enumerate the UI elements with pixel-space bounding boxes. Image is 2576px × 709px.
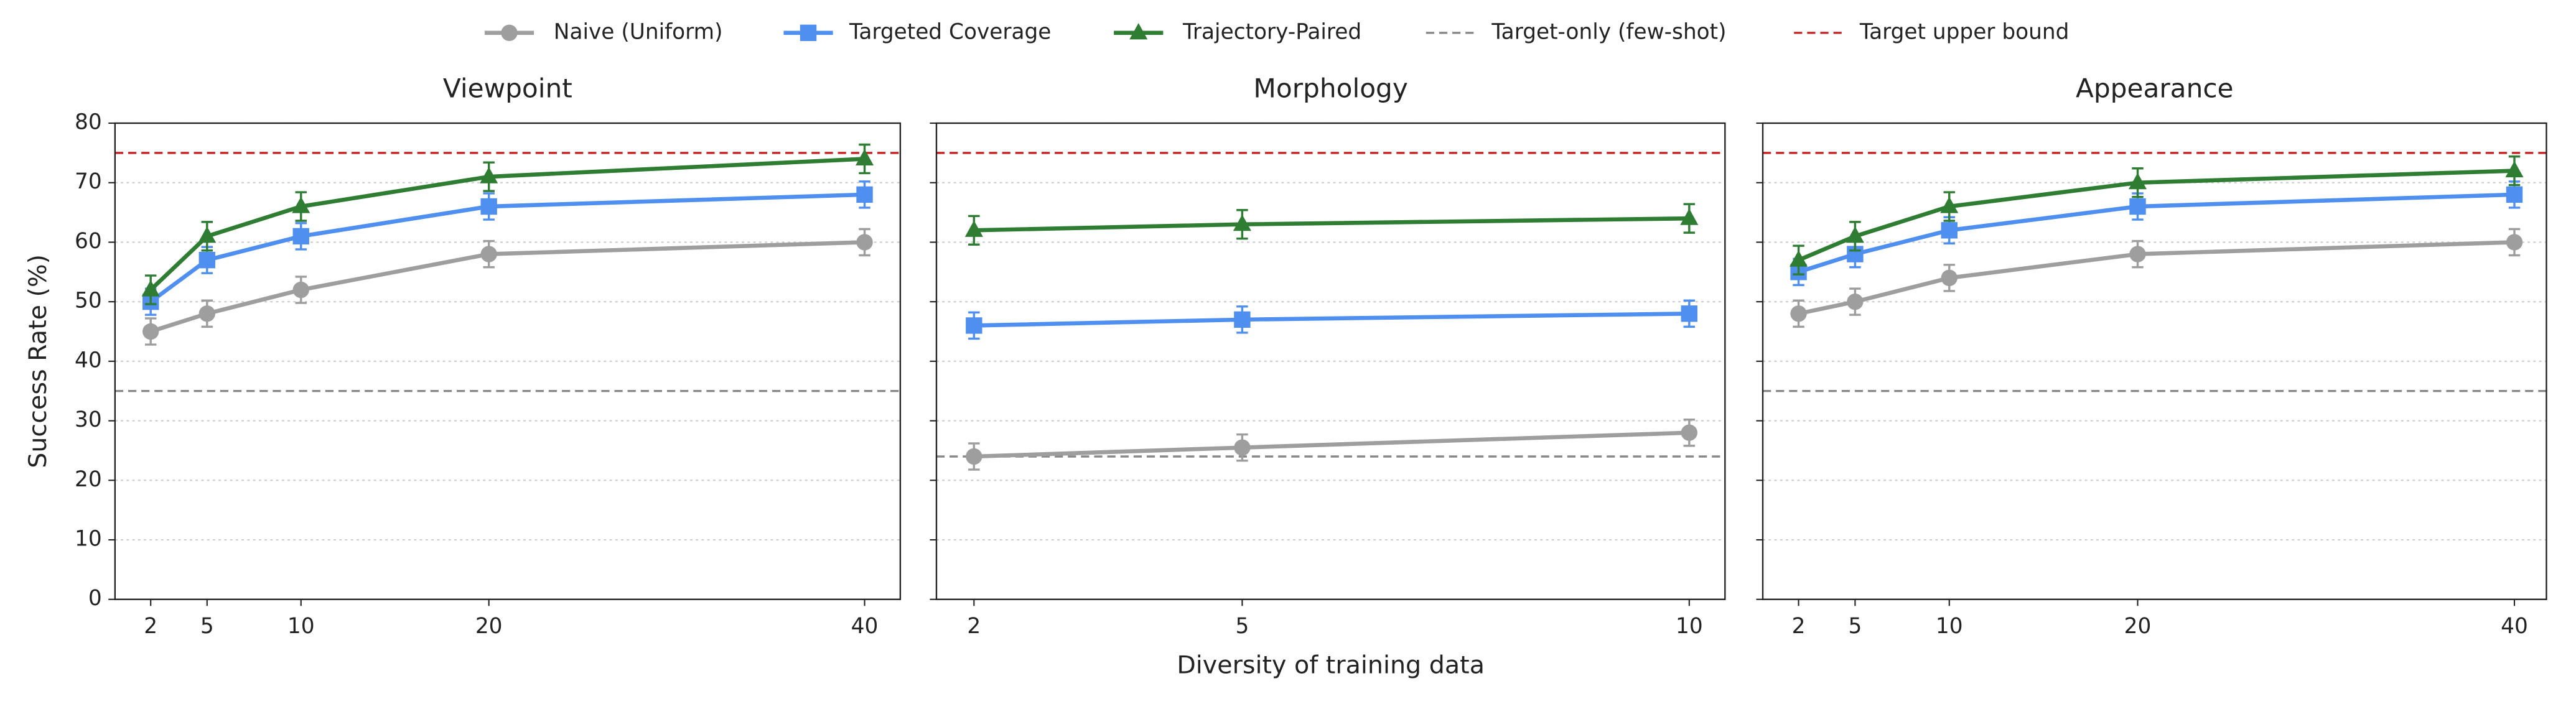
y-tick-label: 20 [75, 467, 102, 492]
marker [1941, 222, 1958, 239]
x-tick-label: 10 [1676, 614, 1703, 639]
marker [141, 280, 160, 297]
plot-frame [114, 122, 902, 600]
marker [2506, 186, 2523, 203]
y-tick-label: 0 [88, 586, 102, 611]
marker [480, 167, 498, 183]
marker [480, 198, 497, 215]
marker [142, 323, 159, 340]
marker [198, 305, 215, 322]
marker [1790, 305, 1807, 322]
legend-label: Target-only (few-shot) [1491, 19, 1726, 44]
marker [198, 226, 217, 243]
y-axis-label: Success Rate (%) [24, 254, 52, 468]
marker [501, 24, 518, 42]
marker [1681, 305, 1698, 322]
marker [856, 149, 874, 166]
marker [1681, 424, 1698, 441]
marker [1790, 250, 1808, 267]
marker [292, 228, 309, 245]
y-tick-label: 50 [75, 289, 102, 313]
marker [1847, 293, 1864, 310]
marker [292, 197, 310, 213]
marker [480, 246, 497, 262]
x-tick-label: 10 [287, 614, 315, 639]
marker [2505, 160, 2524, 178]
x-tick-label: 2 [1792, 614, 1806, 639]
marker [1846, 226, 1864, 243]
marker [292, 281, 309, 299]
marker [1940, 197, 1959, 213]
y-tick-label: 40 [75, 348, 102, 373]
legend-label: Target upper bound [1859, 19, 2070, 44]
marker [856, 186, 873, 203]
marker [1941, 269, 1958, 287]
x-tick-label: 10 [1936, 614, 1963, 639]
marker [1233, 214, 1251, 231]
marker [2129, 198, 2146, 215]
marker [1234, 439, 1251, 456]
marker [1129, 22, 1148, 40]
series-line [974, 430, 1689, 459]
x-tick-label: 40 [2501, 614, 2528, 639]
subplot-title: Viewpoint [443, 73, 572, 104]
marker [198, 251, 215, 269]
series-line [149, 157, 865, 292]
marker [2128, 172, 2147, 190]
marker [1234, 311, 1251, 328]
marker [966, 448, 982, 465]
series-line [150, 240, 865, 334]
x-tick-label: 2 [144, 614, 157, 639]
series-line [1798, 240, 2515, 316]
subplot-title: Appearance [2076, 73, 2234, 104]
marker [964, 220, 983, 237]
marker [800, 24, 817, 42]
series-line [149, 192, 865, 304]
marker [966, 317, 982, 334]
plot-frame [1762, 122, 2547, 600]
y-tick-label: 80 [75, 110, 102, 135]
series-line [974, 311, 1689, 328]
y-tick-label: 60 [75, 229, 102, 254]
marker [2506, 234, 2523, 251]
series-line [974, 216, 1689, 233]
marker [856, 234, 873, 251]
legend-label: Trajectory-Paired [1182, 19, 1361, 44]
x-tick-label: 20 [2124, 614, 2152, 639]
legend-label: Naive (Uniform) [554, 19, 723, 44]
legend-label: Targeted Coverage [849, 19, 1051, 44]
x-tick-label: 40 [851, 614, 879, 639]
y-tick-label: 10 [75, 526, 102, 551]
y-tick-label: 70 [75, 169, 102, 194]
x-tick-label: 20 [475, 614, 503, 639]
y-tick-label: 30 [75, 407, 102, 432]
x-tick-label: 5 [1848, 614, 1862, 639]
marker [1680, 208, 1699, 225]
x-tick-label: 2 [967, 614, 981, 639]
x-tick-label: 5 [1235, 614, 1249, 639]
x-axis-label: Diversity of training data [1177, 651, 1485, 679]
marker [2129, 246, 2146, 262]
x-tick-label: 5 [200, 614, 214, 639]
plot-frame [935, 122, 1726, 600]
series-line [1798, 192, 2515, 274]
subplot-title: Morphology [1253, 73, 1407, 104]
